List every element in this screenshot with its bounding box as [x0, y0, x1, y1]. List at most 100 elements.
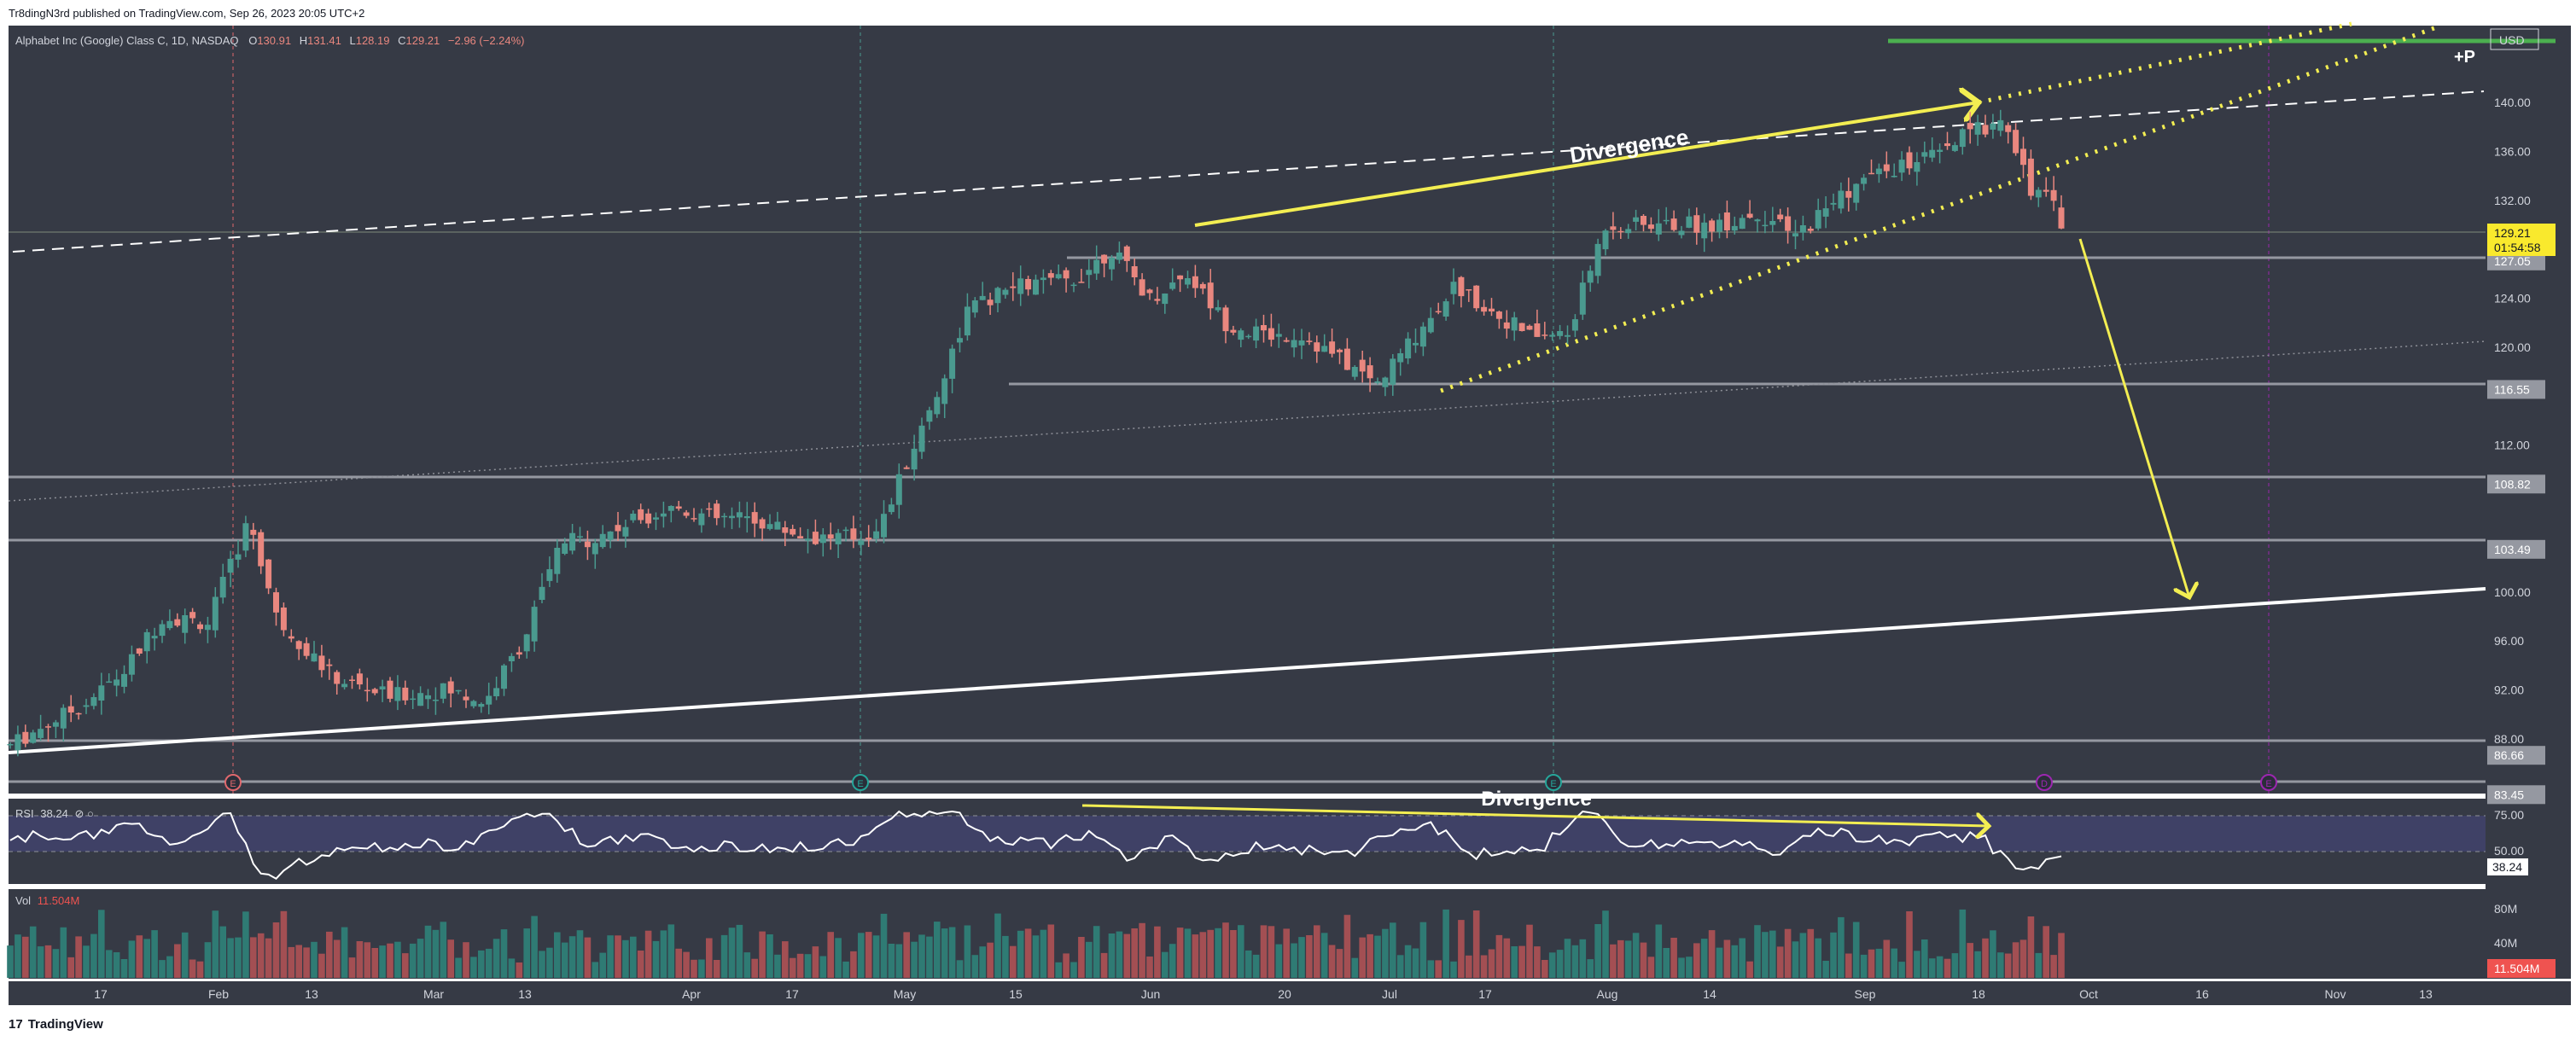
candle-body[interactable] [1093, 259, 1100, 274]
candle-body[interactable] [2027, 158, 2034, 196]
candle-body[interactable] [1731, 225, 1738, 231]
candle-body[interactable] [683, 512, 690, 516]
candle-body[interactable] [782, 527, 789, 533]
candle-body[interactable] [1139, 279, 1145, 296]
candle-body[interactable] [1275, 334, 1282, 337]
candle-body[interactable] [1785, 216, 1792, 231]
candle-body[interactable] [660, 513, 667, 517]
candle-body[interactable] [106, 681, 113, 683]
candle-body[interactable] [584, 541, 591, 548]
candle-body[interactable] [486, 695, 492, 705]
candle-body[interactable] [1769, 221, 1776, 225]
candle-body[interactable] [865, 538, 872, 540]
candle-body[interactable] [1351, 367, 1358, 377]
candle-body[interactable] [410, 698, 417, 701]
candle-body[interactable] [371, 689, 378, 694]
candle-body[interactable] [440, 683, 446, 699]
candle-body[interactable] [805, 538, 811, 541]
candle-body[interactable] [736, 512, 743, 518]
candle-body[interactable] [1754, 219, 1761, 222]
candle-body[interactable] [774, 521, 781, 530]
tradingview-brand[interactable]: 17 TradingView [9, 1017, 103, 1032]
candle-body[interactable] [971, 300, 978, 313]
candle-body[interactable] [1481, 306, 1488, 312]
candle-body[interactable] [295, 641, 302, 649]
candle-body[interactable] [1109, 257, 1115, 270]
candle-body[interactable] [1116, 253, 1122, 260]
candle-body[interactable] [326, 664, 333, 666]
candle-body[interactable] [1078, 282, 1085, 283]
candle-body[interactable] [1542, 334, 1548, 336]
currency-box[interactable] [2490, 28, 2539, 50]
candlesticks[interactable] [7, 109, 2065, 757]
candle-body[interactable] [501, 665, 507, 689]
candle-body[interactable] [987, 300, 994, 305]
candle-body[interactable] [850, 528, 857, 540]
candle-body[interactable] [812, 532, 819, 544]
candle-body[interactable] [1374, 381, 1381, 383]
candle-body[interactable] [1898, 160, 1905, 173]
candle-body[interactable] [546, 569, 553, 581]
candle-body[interactable] [1822, 208, 1829, 217]
candle-body[interactable] [1959, 129, 1966, 148]
candle-body[interactable] [1442, 301, 1449, 317]
candle-body[interactable] [508, 655, 515, 661]
candle-body[interactable] [151, 636, 158, 639]
candle-body[interactable] [888, 504, 895, 513]
candle-body[interactable] [1427, 317, 1434, 333]
candle-body[interactable] [166, 620, 173, 629]
candle-body[interactable] [577, 536, 583, 538]
candle-body[interactable] [1617, 230, 1624, 233]
candle-body[interactable] [265, 559, 272, 589]
candle-body[interactable] [1390, 358, 1396, 385]
candle-body[interactable] [994, 288, 1001, 304]
candle-body[interactable] [288, 636, 294, 639]
candle-body[interactable] [1891, 176, 1897, 177]
candle-body[interactable] [1853, 183, 1860, 203]
candle-body[interactable] [1921, 152, 1928, 157]
candle-body[interactable] [1686, 216, 1693, 228]
candle-body[interactable] [1830, 202, 1837, 205]
time-axis[interactable] [9, 981, 2571, 1005]
candle-body[interactable] [1709, 220, 1716, 232]
candle-body[interactable] [121, 673, 127, 687]
candle-body[interactable] [941, 378, 948, 404]
candle-body[interactable] [1169, 282, 1176, 289]
candle-body[interactable] [1982, 125, 1989, 135]
candle-body[interactable] [1405, 338, 1412, 358]
candle-body[interactable] [1146, 289, 1153, 294]
candle-body[interactable] [706, 508, 713, 510]
candle-body[interactable] [622, 526, 629, 537]
candle-body[interactable] [1815, 210, 1821, 229]
candle-body[interactable] [1557, 331, 1564, 336]
candle-body[interactable] [1503, 322, 1510, 329]
candle-body[interactable] [1663, 219, 1670, 222]
candle-body[interactable] [1413, 342, 1419, 346]
candle-body[interactable] [470, 701, 477, 707]
candle-body[interactable] [1534, 323, 1541, 337]
candle-body[interactable] [1458, 276, 1465, 297]
candle-body[interactable] [759, 519, 766, 529]
candle-body[interactable] [128, 654, 135, 675]
candle-body[interactable] [599, 533, 606, 548]
candle-body[interactable] [1070, 284, 1077, 287]
candle-body[interactable] [934, 397, 941, 415]
candle-body[interactable] [1838, 190, 1845, 209]
candle-body[interactable] [417, 693, 424, 707]
candle-body[interactable] [1678, 230, 1685, 236]
candle-body[interactable] [630, 514, 637, 520]
candle-body[interactable] [1990, 123, 1996, 130]
candle-body[interactable] [607, 531, 614, 540]
candle-body[interactable] [15, 734, 21, 751]
candle-body[interactable] [645, 513, 652, 524]
candle-body[interactable] [1489, 308, 1495, 311]
candle-body[interactable] [22, 731, 29, 744]
earnings-marker[interactable] [2036, 774, 2053, 791]
candle-body[interactable] [1222, 307, 1229, 332]
candle-body[interactable] [918, 425, 925, 452]
candle-body[interactable] [911, 448, 918, 470]
candle-body[interactable] [1261, 325, 1267, 331]
candle-body[interactable] [1047, 273, 1054, 278]
candle-body[interactable] [751, 512, 758, 524]
